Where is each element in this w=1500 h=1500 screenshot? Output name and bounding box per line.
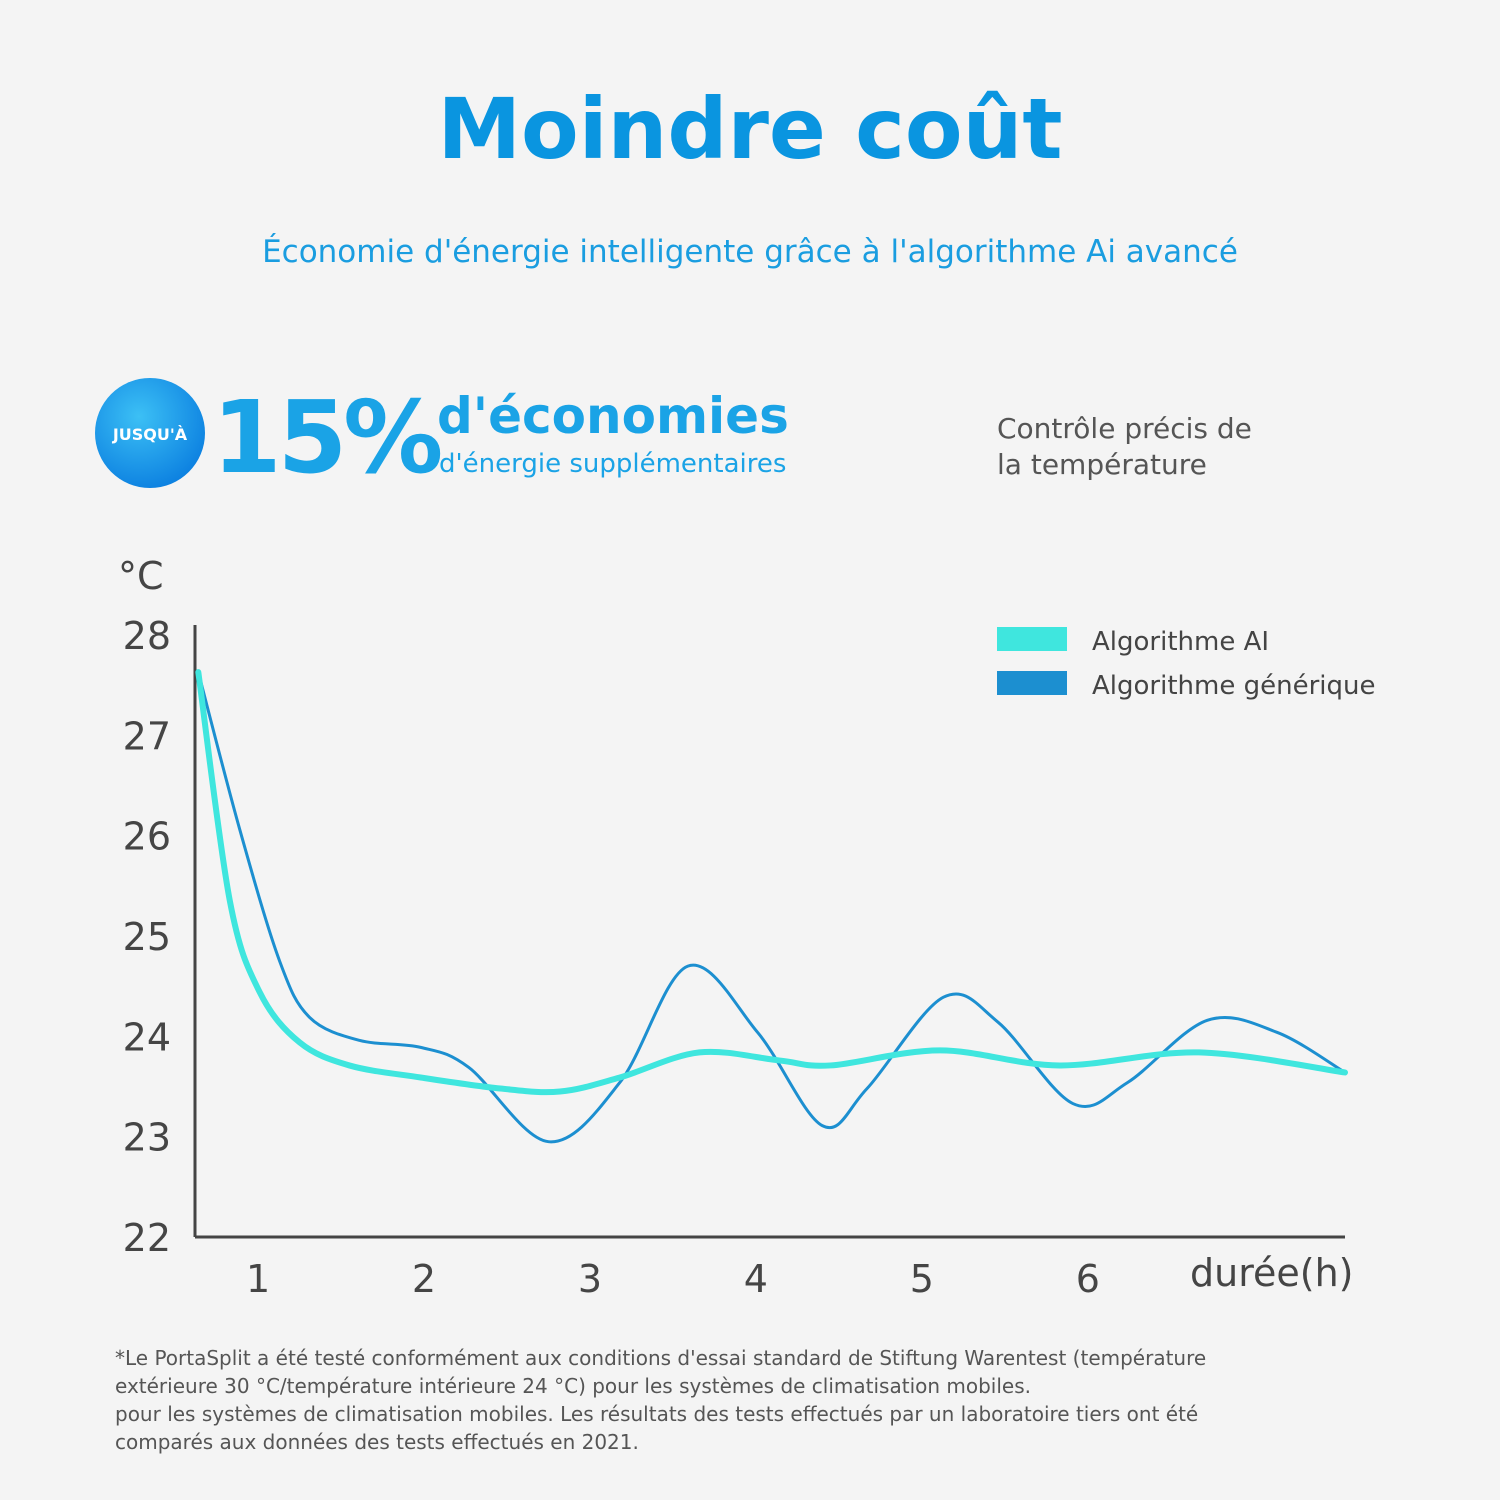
highlight-headline: d'économies — [437, 387, 789, 445]
x-tick-label: 5 — [910, 1257, 934, 1301]
legend-label: Algorithme AI — [1092, 627, 1269, 657]
y-tick-label: 24 — [123, 1015, 171, 1059]
y-tick-label: 26 — [123, 815, 171, 859]
footnote-line: comparés aux données des tests effectués… — [115, 1430, 639, 1454]
footnote-line: extérieure 30 °C/température intérieure … — [115, 1374, 1031, 1398]
x-tick-label: 3 — [578, 1257, 602, 1301]
y-tick-label: 22 — [123, 1216, 171, 1260]
badge-text: JUSQU'À — [112, 425, 188, 444]
x-tick-label: 2 — [412, 1257, 436, 1301]
x-axis-label: durée(h) — [1190, 1251, 1354, 1295]
y-axis-unit: °C — [118, 554, 164, 598]
subtitle: Économie d'énergie intelligente grâce à … — [262, 234, 1238, 270]
legend-label: Algorithme générique — [1092, 671, 1375, 701]
title: Moindre coût — [437, 80, 1062, 178]
y-tick-label: 27 — [123, 714, 171, 758]
footnote-line: *Le PortaSplit a été testé conformément … — [115, 1346, 1206, 1370]
note-line: Contrôle précis de — [997, 412, 1252, 445]
highlight-figure: 15% — [212, 379, 441, 496]
legend-swatch — [997, 627, 1067, 651]
badge — [95, 378, 205, 488]
x-tick-label: 6 — [1076, 1257, 1100, 1301]
series-line — [196, 670, 1347, 1144]
x-tick-label: 4 — [744, 1257, 768, 1301]
footnote-line: pour les systèmes de climatisation mobil… — [115, 1402, 1198, 1426]
note-line: la température — [997, 448, 1207, 481]
series-line — [195, 669, 1348, 1096]
y-tick-label: 23 — [123, 1116, 171, 1160]
highlight-subline: d'énergie supplémentaires — [439, 449, 786, 479]
y-tick-label: 28 — [123, 614, 171, 658]
y-tick-label: 25 — [123, 915, 171, 959]
legend-swatch — [997, 671, 1067, 695]
x-tick-label: 1 — [246, 1257, 270, 1301]
